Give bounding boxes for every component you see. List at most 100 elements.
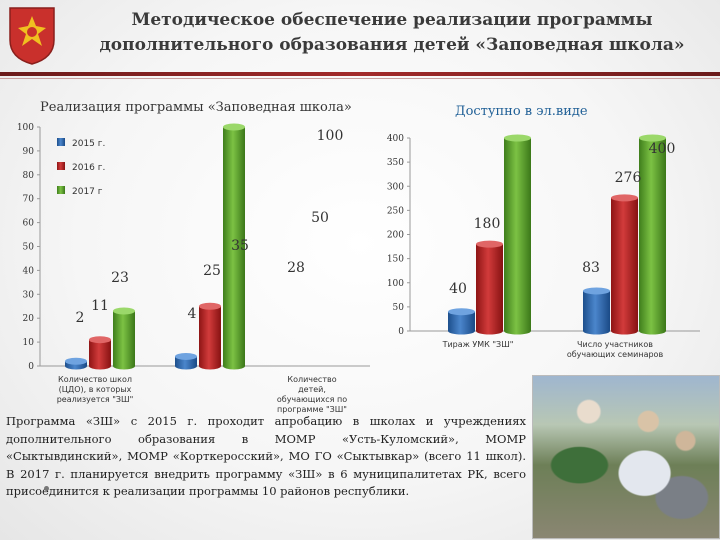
left-data-label: 50 — [311, 210, 329, 226]
right-y-tick-label: 100 — [387, 279, 404, 289]
left-bar-0-1-base — [89, 362, 111, 370]
right-category-label: Тираж УМК "ЗШ" — [442, 340, 514, 349]
right-bar-0-2 — [504, 138, 531, 331]
right-bar-1-2 — [639, 138, 666, 331]
left-y-tick-label: 20 — [23, 314, 35, 324]
right-bar-0-1-base — [476, 327, 503, 335]
left-data-label: 4 — [188, 306, 197, 322]
left-data-label: 2 — [76, 310, 85, 326]
right-y-tick-label: 250 — [387, 206, 404, 216]
left-bar-1-1 — [199, 306, 221, 366]
title-divider-thin — [0, 78, 720, 79]
left-bar-0-2-top — [113, 307, 135, 315]
left-bar-0-0-top — [65, 357, 87, 365]
right-bar-0-1-top — [476, 240, 503, 248]
left-legend-label: 2016 г. — [72, 163, 105, 173]
right-data-label: 180 — [474, 216, 501, 232]
left-y-tick-label: 50 — [23, 243, 35, 253]
left-category-label-line: реализуется "ЗШ" — [57, 395, 134, 404]
right-category-label-line: Число участников — [577, 340, 653, 349]
right-y-tick-label: 50 — [393, 303, 405, 313]
program-description: Программа «ЗШ» с 2015 г. проходит апроба… — [6, 414, 526, 498]
left-data-label: 11 — [91, 298, 109, 314]
right-chart-title: Доступно в эл.виде — [455, 104, 588, 119]
event-photo — [532, 375, 720, 539]
left-category-label-line: программе "ЗШ" — [277, 405, 347, 414]
right-y-tick-label: 0 — [398, 327, 404, 337]
right-data-label: 40 — [449, 281, 467, 297]
left-y-tick-label: 0 — [28, 362, 34, 372]
right-data-label: 400 — [649, 141, 676, 157]
right-data-label: 83 — [582, 260, 600, 276]
left-data-label: 25 — [203, 263, 221, 279]
left-data-label: 100 — [317, 128, 344, 144]
right-bar-0-1 — [476, 244, 503, 331]
right-data-label: 276 — [615, 170, 642, 186]
left-category-label-line: обучающихся по — [277, 395, 347, 404]
right-bar-1-1 — [611, 197, 638, 331]
left-legend-label: 2017 г — [72, 187, 103, 197]
left-data-label: 35 — [231, 238, 249, 254]
left-category-label-line: Количество школ — [58, 375, 132, 384]
right-bar-0-2-top — [504, 134, 531, 142]
left-data-label: 28 — [287, 260, 305, 276]
right-bar-1-1-top — [611, 194, 638, 202]
page-title-line2: дополнительного образования детей «Запов… — [99, 35, 685, 55]
left-y-tick-label: 30 — [23, 290, 35, 300]
title-divider — [0, 72, 720, 76]
left-bar-1-2-top — [223, 123, 245, 131]
left-bar-0-1-top — [89, 336, 111, 344]
right-y-tick-label: 350 — [387, 158, 404, 168]
left-y-tick-label: 90 — [23, 147, 35, 157]
right-y-tick-label: 150 — [387, 255, 404, 265]
right-bar-1-2-base — [639, 327, 666, 335]
left-bar-0-2-base — [113, 362, 135, 370]
right-y-tick-label: 200 — [387, 231, 404, 241]
left-y-tick-label: 40 — [23, 266, 35, 276]
left-chart-title: Реализация программы «Заповедная школа» — [40, 100, 352, 115]
coat-of-arms-emblem — [9, 7, 55, 65]
left-bar-1-1-top — [199, 302, 221, 310]
right-bar-0-0-base — [448, 327, 475, 335]
left-y-tick-label: 80 — [23, 171, 35, 181]
left-bar-1-0 — [175, 356, 197, 366]
right-bar-1-0-top — [583, 287, 610, 295]
left-y-tick-label: 100 — [17, 123, 34, 133]
left-bar-1-0-top — [175, 352, 197, 360]
left-legend-swatch — [57, 186, 65, 194]
right-y-tick-label: 400 — [387, 134, 404, 144]
left-category-label: Количество школ (ЦДО), в которых реализует… — [57, 375, 134, 404]
left-category-label-line: (ЦДО), в которых — [59, 385, 132, 394]
page-title: Методическое обеспечение реализации прог… — [72, 8, 712, 58]
left-y-tick-label: 70 — [23, 195, 35, 205]
left-category-label-line: детей, — [298, 385, 326, 394]
left-bar-1-1-base — [199, 362, 221, 370]
right-bar-0-0-top — [448, 308, 475, 316]
right-bar-1-2-top — [639, 134, 666, 142]
left-data-label: 23 — [111, 270, 129, 286]
right-category-label-line: обучающих семинаров — [567, 350, 664, 359]
left-y-tick-label: 10 — [23, 338, 35, 348]
right-chart: 0 50 100 150 200 250 300 350 400 40 180 83 276 400 Тир… — [387, 134, 700, 359]
right-bar-1-0 — [583, 290, 610, 331]
left-bar-1-2-base — [223, 362, 245, 370]
left-bar-0-1 — [89, 339, 111, 366]
left-y-tick-label: 60 — [23, 219, 35, 229]
left-legend-swatch — [57, 138, 65, 146]
right-y-tick-label: 300 — [387, 182, 404, 192]
page-title-line1: Методическое обеспечение реализации прог… — [131, 10, 653, 30]
left-legend-swatch — [57, 162, 65, 170]
right-bar-0-2-base — [504, 327, 531, 335]
right-category-label: Число участников обучающих семинаров — [567, 340, 664, 359]
left-bar-0-2 — [113, 311, 135, 366]
right-category-label-line: Тираж УМК "ЗШ" — [442, 340, 514, 349]
left-bar-1-0-base — [175, 362, 197, 370]
bullet-point — [44, 486, 49, 491]
right-bar-1-0-base — [583, 327, 610, 335]
left-legend-label: 2015 г. — [72, 139, 105, 149]
left-category-label-line: Количество — [287, 375, 336, 384]
right-bar-1-1-base — [611, 327, 638, 335]
right-bar-0-0 — [448, 311, 475, 331]
